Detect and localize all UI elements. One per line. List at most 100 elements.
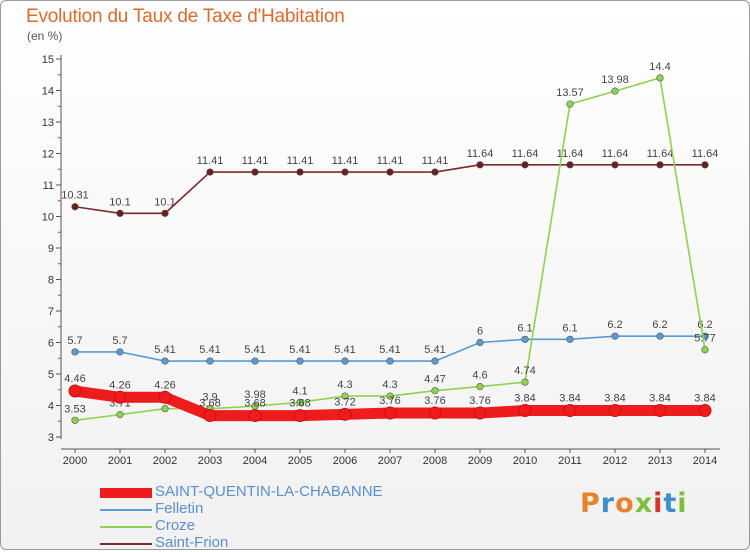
x-tick-label: 2009 xyxy=(468,455,492,467)
data-label: 6.2 xyxy=(607,319,622,331)
data-label: 5.7 xyxy=(67,335,82,347)
legend-swatch xyxy=(100,526,152,528)
data-label: 11.64 xyxy=(647,148,674,160)
x-tick-label: 2012 xyxy=(603,455,627,467)
data-label: 3.98 xyxy=(244,389,265,401)
data-label: 4.6 xyxy=(472,370,487,382)
data-point xyxy=(341,392,349,400)
data-point xyxy=(251,168,259,176)
data-label: 11.64 xyxy=(602,148,629,160)
y-tick-label: 7 xyxy=(48,306,54,318)
data-label: 3.76 xyxy=(379,395,400,407)
y-tick-label: 14 xyxy=(42,86,54,98)
data-point xyxy=(341,357,349,365)
data-point xyxy=(431,168,439,176)
data-label: 4.26 xyxy=(109,379,130,391)
legend-label: Croze xyxy=(155,517,196,534)
data-label: 11.64 xyxy=(557,148,584,160)
legend-swatch xyxy=(100,543,152,545)
logo-letter: o xyxy=(615,488,635,519)
data-label: 14.4 xyxy=(649,61,670,73)
data-label: 5.41 xyxy=(334,344,355,356)
x-tick-label: 2008 xyxy=(423,455,447,467)
data-point xyxy=(386,392,394,400)
x-tick-label: 2000 xyxy=(63,455,87,467)
y-tick-label: 8 xyxy=(48,275,54,287)
data-label: 5.7 xyxy=(112,335,127,347)
data-point xyxy=(251,357,259,365)
y-tick-label: 9 xyxy=(48,243,54,255)
data-point xyxy=(293,409,307,423)
logo-letter: t xyxy=(663,488,678,519)
data-point xyxy=(338,407,352,421)
data-label: 3.68 xyxy=(289,398,310,410)
data-point xyxy=(563,404,577,418)
logo-letter: i xyxy=(677,488,688,519)
data-point xyxy=(656,332,664,340)
data-point xyxy=(71,348,79,356)
data-label: 11.64 xyxy=(467,148,494,160)
data-point xyxy=(566,100,574,108)
data-label: 3.84 xyxy=(694,393,715,405)
logo-letter: i xyxy=(653,488,664,519)
x-tick-label: 2001 xyxy=(108,455,132,467)
data-point xyxy=(656,74,664,82)
data-point xyxy=(611,332,619,340)
data-label: 5.77 xyxy=(694,333,715,345)
data-label: 5.41 xyxy=(424,344,445,356)
data-label: 11.64 xyxy=(692,148,719,160)
legend-label: Felletin xyxy=(155,500,204,517)
data-label: 4.47 xyxy=(424,374,445,386)
data-point xyxy=(296,168,304,176)
data-label: 4.3 xyxy=(337,379,352,391)
x-tick-label: 2010 xyxy=(513,455,537,467)
data-label: 3.84 xyxy=(604,393,625,405)
data-label: 10.1 xyxy=(154,196,175,208)
x-tick-label: 2004 xyxy=(243,455,267,467)
data-point xyxy=(296,357,304,365)
data-label: 5.41 xyxy=(154,344,175,356)
data-point xyxy=(161,357,169,365)
data-label: 3.84 xyxy=(559,393,580,405)
logo-letter: x xyxy=(634,488,654,519)
x-tick-label: 2014 xyxy=(693,455,717,467)
data-label: 3.84 xyxy=(649,393,670,405)
data-label: 6.1 xyxy=(562,322,577,334)
data-label: 3.72 xyxy=(334,396,355,408)
data-point xyxy=(68,384,82,398)
data-point xyxy=(701,346,709,354)
legend-label: SAINT-QUENTIN-LA-CHABANNE xyxy=(155,483,383,500)
data-point xyxy=(116,411,124,419)
data-point xyxy=(518,404,532,418)
data-label: 3.84 xyxy=(514,393,535,405)
data-point xyxy=(473,406,487,420)
data-point xyxy=(656,161,664,169)
x-tick-label: 2002 xyxy=(153,455,177,467)
chart-title: Evolution du Taux de Taxe d'Habitation xyxy=(26,6,345,27)
data-label: 6.1 xyxy=(517,322,532,334)
x-tick-label: 2013 xyxy=(648,455,672,467)
legend-swatch xyxy=(100,488,152,498)
data-label: 4.1 xyxy=(292,385,307,397)
data-point xyxy=(701,161,709,169)
data-point xyxy=(71,203,79,211)
data-point xyxy=(521,335,529,343)
logo-letter: r xyxy=(600,488,616,519)
data-point xyxy=(71,416,79,424)
data-point xyxy=(521,161,529,169)
data-label: 6 xyxy=(477,326,483,338)
data-label: 6.2 xyxy=(652,319,667,331)
data-point xyxy=(116,209,124,217)
y-tick-label: 12 xyxy=(42,149,54,161)
data-label: 11.41 xyxy=(332,155,359,167)
x-tick-label: 2003 xyxy=(198,455,222,467)
data-point xyxy=(611,161,619,169)
data-label: 3.68 xyxy=(244,398,265,410)
data-label: 11.41 xyxy=(242,155,269,167)
data-point xyxy=(611,87,619,95)
legend-label: Saint-Frion xyxy=(155,534,229,551)
data-point xyxy=(431,357,439,365)
x-tick-label: 2007 xyxy=(378,455,402,467)
